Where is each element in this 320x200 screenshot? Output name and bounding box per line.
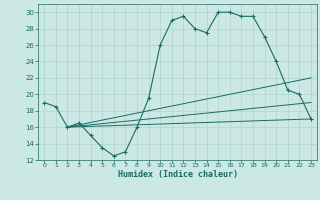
X-axis label: Humidex (Indice chaleur): Humidex (Indice chaleur)	[118, 170, 238, 179]
